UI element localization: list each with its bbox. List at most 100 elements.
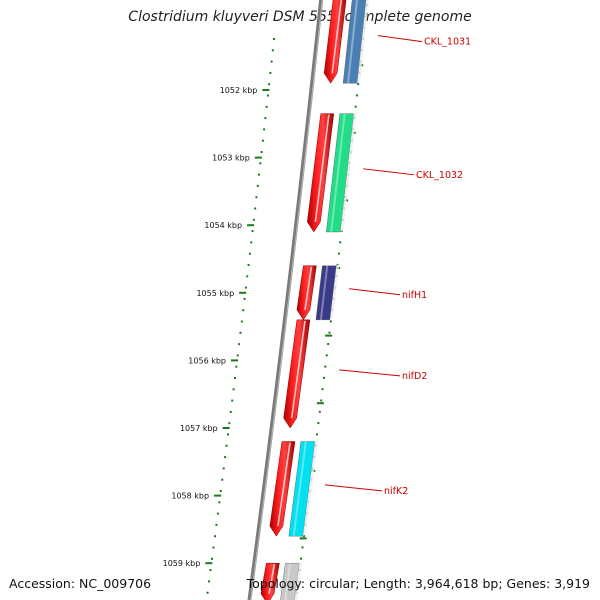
ruler-minor-tick — [324, 365, 327, 368]
ruler-minor-tick — [300, 557, 303, 560]
feature-shadow — [357, 0, 369, 84]
ruler-major-tick — [239, 291, 247, 294]
ruler-minor-tick — [301, 546, 304, 549]
ruler-tick-label: 1053 kbp — [212, 154, 250, 163]
ruler: 1052 kbp 1053 kbp 1054 kbp 1055 kbp 1056 kbp… — [163, 4, 368, 594]
cds-highlight — [268, 564, 276, 594]
feature-shadow — [302, 439, 318, 537]
ruler-minor-tick — [221, 478, 224, 481]
ruler-tick-label: 1058 kbp — [171, 492, 209, 501]
ruler-minor-tick — [243, 297, 246, 300]
ruler-tick-label: 1057 kbp — [180, 424, 218, 433]
ruler-minor-tick — [315, 433, 318, 436]
feature-shadow — [329, 263, 340, 320]
ruler-minor-tick — [236, 354, 239, 357]
ruler-minor-tick — [264, 117, 267, 120]
ruler-minor-tick — [317, 422, 320, 425]
ruler-major-tick — [231, 359, 239, 362]
ruler-minor-tick — [355, 94, 358, 97]
ruler-minor-tick — [242, 309, 245, 312]
ruler-minor-tick — [208, 580, 211, 583]
ruler-minor-tick — [273, 38, 276, 40]
gene-label: nifK2 — [384, 486, 408, 497]
ruler-minor-tick — [258, 173, 261, 176]
ruler-minor-tick — [336, 263, 339, 266]
ruler-minor-tick — [268, 83, 271, 86]
ruler-tick-label: 1052 kbp — [220, 86, 258, 95]
ruler-minor-tick — [211, 557, 214, 560]
gene-leader-line — [363, 168, 415, 176]
ruler-minor-tick — [318, 410, 321, 413]
backbone-line — [247, 0, 324, 600]
ruler-minor-tick — [215, 523, 218, 526]
ruler-major-tick — [262, 89, 270, 91]
ruler-minor-tick — [228, 422, 231, 425]
ruler-minor-tick — [232, 388, 235, 391]
ruler-minor-tick — [247, 264, 250, 266]
ruler-major-tick — [325, 334, 333, 337]
gene-label: nifD2 — [402, 371, 427, 382]
ruler-tick-label: 1059 kbp — [163, 559, 201, 568]
ruler-minor-tick — [328, 331, 331, 334]
cds-track — [260, 0, 347, 600]
ruler-major-tick — [205, 562, 213, 565]
ruler-minor-tick — [327, 343, 330, 345]
gene-label: CKL_1032 — [416, 170, 463, 181]
ruler-minor-tick — [269, 71, 272, 74]
ruler-minor-tick — [260, 151, 263, 153]
ruler-major-tick — [222, 427, 230, 429]
ruler-minor-tick — [339, 241, 342, 244]
ruler-minor-tick — [238, 343, 241, 346]
ruler-minor-tick — [250, 241, 253, 244]
ruler-minor-tick — [255, 196, 258, 199]
feature-highlight — [319, 265, 329, 320]
ruler-minor-tick — [218, 501, 221, 504]
cds-arrow — [283, 319, 311, 429]
cds-highlight — [331, 0, 343, 74]
ruler-minor-tick — [256, 184, 259, 187]
feature-highlight — [330, 113, 346, 233]
ruler-major-tick — [254, 156, 262, 159]
cds-arrow — [260, 562, 280, 600]
ruler-minor-tick — [259, 162, 262, 165]
ruler-minor-tick — [225, 444, 228, 447]
cds-arrow — [307, 113, 335, 233]
ruler-minor-tick — [222, 467, 225, 470]
ruler-minor-tick — [231, 399, 234, 402]
cds-highlight — [304, 266, 313, 310]
feature-bar — [280, 563, 300, 600]
backbone-highlight — [250, 0, 323, 600]
ruler-minor-tick — [265, 105, 268, 108]
genome-summary: Topology: circular; Length: 3,964,618 bp… — [246, 576, 590, 591]
ruler-minor-tick — [321, 388, 324, 391]
ruler-tick-label: 1055 kbp — [196, 289, 234, 298]
ruler-major-tick — [214, 494, 222, 497]
ruler-minor-tick — [246, 275, 249, 278]
cds-highlight — [314, 114, 330, 223]
ruler-major-tick — [247, 224, 255, 227]
ruler-minor-tick — [216, 512, 219, 515]
feature-track — [280, 0, 369, 600]
ruler-minor-tick — [271, 49, 274, 52]
gene-leader-line — [324, 484, 383, 492]
ruler-minor-tick — [337, 252, 340, 255]
ruler-minor-tick — [252, 218, 255, 221]
ruler-minor-tick — [239, 331, 242, 334]
cds-arrow — [269, 441, 296, 537]
accession-label: Accession: NC_009706 — [9, 576, 152, 591]
feature-shadow — [340, 111, 357, 232]
ruler-minor-tick — [235, 365, 238, 368]
cds-arrow — [296, 265, 317, 321]
ruler-minor-tick — [224, 456, 227, 459]
feature-highlight — [284, 563, 292, 600]
gene-labels: CKL_1031 CKL_1032 nifH1 nifD2 nifK2 — [324, 35, 471, 497]
gene-leader-line — [377, 35, 423, 43]
ruler-minor-tick — [240, 320, 243, 323]
cds-arrow — [323, 0, 347, 84]
ruler-minor-tick — [206, 591, 209, 594]
ruler-minor-tick — [254, 207, 257, 210]
ruler-minor-tick — [248, 252, 251, 255]
gene-label: nifH1 — [402, 290, 427, 301]
ruler-minor-tick — [213, 535, 216, 538]
gene-leader-line — [349, 288, 401, 296]
